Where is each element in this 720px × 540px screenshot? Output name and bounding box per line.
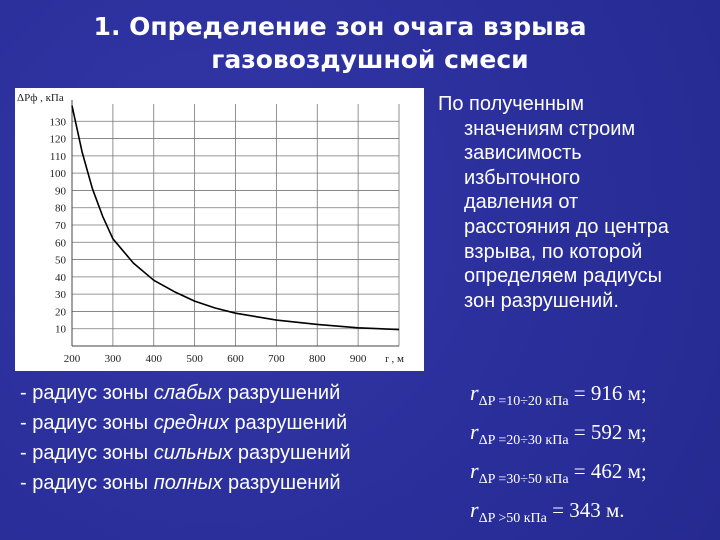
radii-list: - радиус зоны слабых разрушений - радиус …	[20, 378, 351, 498]
description-line: зон разрушений.	[464, 289, 619, 312]
zone-severity: средних	[153, 412, 229, 434]
zone-suffix: разрушений	[222, 382, 341, 404]
y-tick-label: 130	[50, 116, 67, 128]
zone-suffix: разрушений	[232, 442, 351, 464]
pressure-range: ΔP =20÷30 кПа	[478, 433, 569, 448]
pressure-range: ΔP =30÷50 кПа	[478, 472, 569, 487]
pressure-range: ΔP =10÷20 кПа	[478, 394, 569, 409]
zone-prefix: - радиус зоны	[20, 442, 154, 464]
zone-severity: слабых	[153, 382, 223, 404]
zone-severity: сильных	[153, 442, 233, 464]
x-tick-label: 900	[350, 353, 367, 365]
y-tick-label: 10	[55, 324, 67, 336]
radius-equation: rΔP =10÷20 кПа = 916 м;	[470, 378, 647, 417]
description-text: По полученным значениям строим зависимость…	[438, 92, 720, 313]
radius-value: = 916 м;	[568, 381, 647, 405]
radius-zone-label: - радиус зоны полных разрушений	[20, 468, 351, 498]
pressure-distance-chart: 10 20 30 40 50 60 70 80 90 100 110 120 130 200 300 400 5…	[17, 92, 404, 365]
radius-value: = 592 м;	[568, 420, 647, 444]
description-line: давления от	[464, 191, 579, 214]
radius-value: = 462 м;	[568, 459, 647, 483]
x-tick-label: 600	[227, 353, 244, 365]
description-line: По полученным	[438, 93, 584, 115]
y-tick-label: 110	[50, 151, 67, 163]
y-tick-label: 60	[55, 237, 67, 249]
zone-prefix: - радиус зоны	[20, 472, 154, 494]
zone-severity: полных	[153, 472, 223, 494]
y-axis-label: ΔPф , кПа	[17, 92, 64, 104]
y-tick-label: 70	[55, 220, 67, 232]
radius-zone-label: - радиус зоны слабых разрушений	[20, 378, 351, 408]
y-tick-label: 80	[55, 203, 67, 215]
y-tick-label: 90	[55, 185, 67, 197]
x-tick-label: 800	[309, 353, 326, 365]
y-tick-label: 30	[55, 289, 67, 301]
description-line: определяем радиусы	[464, 265, 663, 288]
description-line: избыточного	[464, 166, 581, 189]
x-tick-label: 200	[64, 353, 81, 365]
zone-suffix: разрушений	[222, 472, 341, 494]
chart-panel: 10 20 30 40 50 60 70 80 90 100 110 120 130 200 300 400 5…	[15, 88, 424, 371]
radius-value: = 343 м.	[546, 498, 625, 522]
radius-symbol: r	[470, 380, 479, 405]
y-tick-label: 100	[50, 168, 67, 180]
description-line: взрыва, по которой	[464, 240, 643, 263]
radius-symbol: r	[470, 419, 479, 444]
radius-zone-label: - радиус зоны сильных разрушений	[20, 438, 351, 468]
radius-equation: rΔP =30÷50 кПа = 462 м;	[470, 456, 647, 495]
pressure-curve	[71, 105, 400, 331]
x-tick-label: 400	[146, 353, 163, 365]
x-tick-label: 500	[186, 353, 203, 365]
x-tick-label: 700	[268, 353, 285, 365]
y-tick-label: 20	[55, 306, 67, 318]
y-tick-label: 50	[55, 255, 67, 267]
zone-suffix: разрушений	[228, 412, 348, 434]
radius-equation: rΔP >50 кПа = 343 м.	[470, 495, 647, 534]
y-tick-label: 40	[55, 272, 67, 284]
radius-equation: rΔP =20÷30 кПа = 592 м;	[470, 417, 647, 456]
y-tick-label: 120	[50, 134, 67, 146]
radii-equations: rΔP =10÷20 кПа = 916 м; rΔP =20÷30 кПа = …	[470, 378, 647, 534]
description-line: значениям строим	[464, 117, 636, 140]
radius-symbol: r	[470, 497, 479, 522]
x-tick-label: 300	[105, 353, 122, 365]
radius-zone-label: - радиус зоны средних разрушений	[20, 408, 351, 438]
zone-prefix: - радиус зоны	[20, 382, 154, 404]
radius-symbol: r	[470, 458, 479, 483]
x-axis-label: r , м	[385, 353, 404, 365]
slide-title: 1. Определение зон очага взрыва газовозд…	[93, 12, 587, 74]
pressure-range: ΔP >50 кПа	[478, 511, 547, 526]
zone-prefix: - радиус зоны	[20, 412, 154, 434]
description-line: зависимость	[464, 142, 582, 165]
description-line: расстояния до центра	[464, 215, 669, 238]
